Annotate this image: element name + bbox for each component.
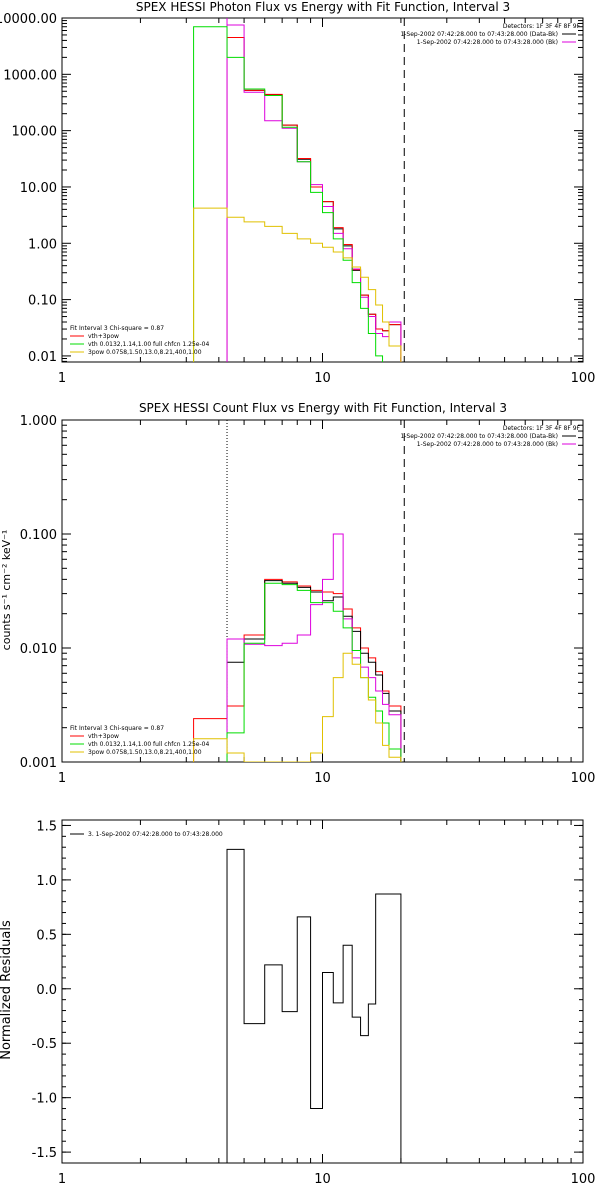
photon-flux-series-black xyxy=(226,37,402,362)
photon-flux-x-tick-label: 10 xyxy=(314,371,331,386)
count-flux-series-yellow xyxy=(193,652,402,762)
photon-flux-legend-text: vth+3pow xyxy=(88,333,119,340)
photon-flux-series-magenta xyxy=(226,24,402,362)
count-flux-x-tick-label: 100 xyxy=(571,771,596,786)
residuals-legend-text: 3. 1-Sep-2002 07:42:28.000 to 07:43:28.0… xyxy=(88,831,223,838)
photon-flux-y-tick-label: 10.00 xyxy=(20,181,57,196)
count-flux-y-tick-label: 0.001 xyxy=(20,756,57,771)
count-flux-panel: SPEX HESSI Count Flux vs Energy with Fit… xyxy=(0,401,595,786)
count-flux-legend-text: vth+3pow xyxy=(88,733,119,740)
residuals-x-tick-label: 10 xyxy=(314,1172,331,1187)
residuals-y-tick-label: -0.5 xyxy=(32,1037,57,1052)
photon-flux-series-red xyxy=(226,37,402,362)
photon-flux-y-tick-label: 10000.00 xyxy=(0,12,57,27)
photon-flux-title: SPEX HESSI Photon Flux vs Energy with Fi… xyxy=(136,0,510,14)
residuals-y-tick-label: 1.5 xyxy=(36,819,57,834)
photon-flux-x-tick-label: 1 xyxy=(58,371,66,386)
count-flux-ylabel: counts s⁻¹ cm⁻² keV⁻¹ xyxy=(0,530,13,651)
photon-flux-y-tick-label: 100.00 xyxy=(12,125,58,140)
photon-flux-x-tick-label: 100 xyxy=(571,371,596,386)
photon-flux-y-tick-label: 0.10 xyxy=(28,294,57,309)
count-flux-legend-text: vth 0.0132,1.14,1.00 full chfcn 1.25e-04 xyxy=(88,741,209,748)
count-flux-y-tick-label: 0.100 xyxy=(20,528,57,543)
count-flux-legend-text: Fit Interval 3 Chi-square = 0.87 xyxy=(70,725,164,732)
count-flux-series-black xyxy=(226,580,402,762)
photon-flux-legend-text: 1-Sep-2002 07:42:28.000 to 07:43:28.000 … xyxy=(417,39,558,46)
count-flux-legend-text: Detectors: 1F 3F 4F 8F 9F xyxy=(503,425,581,432)
count-flux-series-green xyxy=(226,582,402,762)
count-flux-x-tick-label: 1 xyxy=(58,771,66,786)
count-flux-y-tick-label: 1.000 xyxy=(20,414,57,429)
residuals-y-tick-label: 0.0 xyxy=(36,983,57,998)
residuals-y-tick-label: 0.5 xyxy=(36,928,57,943)
count-flux-legend-text: 1-Sep-2002 07:42:28.000 to 07:43:28.000 … xyxy=(400,433,558,440)
photon-flux-series-green xyxy=(193,26,384,362)
photon-flux-legend-text: vth 0.0132,1.14,1.00 full chfcn 1.25e-04 xyxy=(88,341,209,348)
residuals-y-tick-label: 1.0 xyxy=(36,874,57,889)
residuals-x-tick-label: 100 xyxy=(571,1172,596,1187)
residuals-ylabel: Normalized Residuals xyxy=(0,920,14,1060)
photon-flux-y-tick-label: 1000.00 xyxy=(3,68,57,83)
count-flux-legend-text: 1-Sep-2002 07:42:28.000 to 07:43:28.000 … xyxy=(417,441,558,448)
residuals-y-tick-label: -1.0 xyxy=(32,1092,57,1107)
residuals-x-tick-label: 1 xyxy=(58,1172,66,1187)
photon-flux-series-yellow xyxy=(193,207,402,362)
photon-flux-y-tick-label: 1.00 xyxy=(28,237,57,252)
count-flux-title: SPEX HESSI Count Flux vs Energy with Fit… xyxy=(139,401,507,415)
photon-flux-legend-text: Fit Interval 3 Chi-square = 0.87 xyxy=(70,325,164,332)
residuals-series-black xyxy=(226,848,402,1163)
count-flux-x-tick-label: 10 xyxy=(314,771,331,786)
count-flux-series-red xyxy=(193,578,402,762)
count-flux-series-magenta xyxy=(226,533,402,762)
count-flux-y-tick-label: 0.010 xyxy=(20,642,57,657)
photon-flux-legend-text: 3pow 0.0758,1.50,13.0,8.21,400,1.00 xyxy=(88,349,202,356)
photon-flux-y-tick-label: 0.01 xyxy=(28,350,57,365)
residuals-y-tick-label: -1.5 xyxy=(32,1146,57,1161)
photon-flux-legend-text: Detectors: 1F 3F 4F 8F 9F xyxy=(503,23,581,30)
photon-flux-panel: SPEX HESSI Photon Flux vs Energy with Fi… xyxy=(0,0,595,386)
residuals-panel: Normalized Residuals 1 10 100 1.5 1.0 0.5 0.0 -… xyxy=(0,819,595,1187)
count-flux-legend-text: 3pow 0.0758,1.50,13.0,8.21,400,1.00 xyxy=(88,749,202,756)
photon-flux-legend-text: 1-Sep-2002 07:42:28.000 to 07:43:28.000 … xyxy=(400,31,558,38)
